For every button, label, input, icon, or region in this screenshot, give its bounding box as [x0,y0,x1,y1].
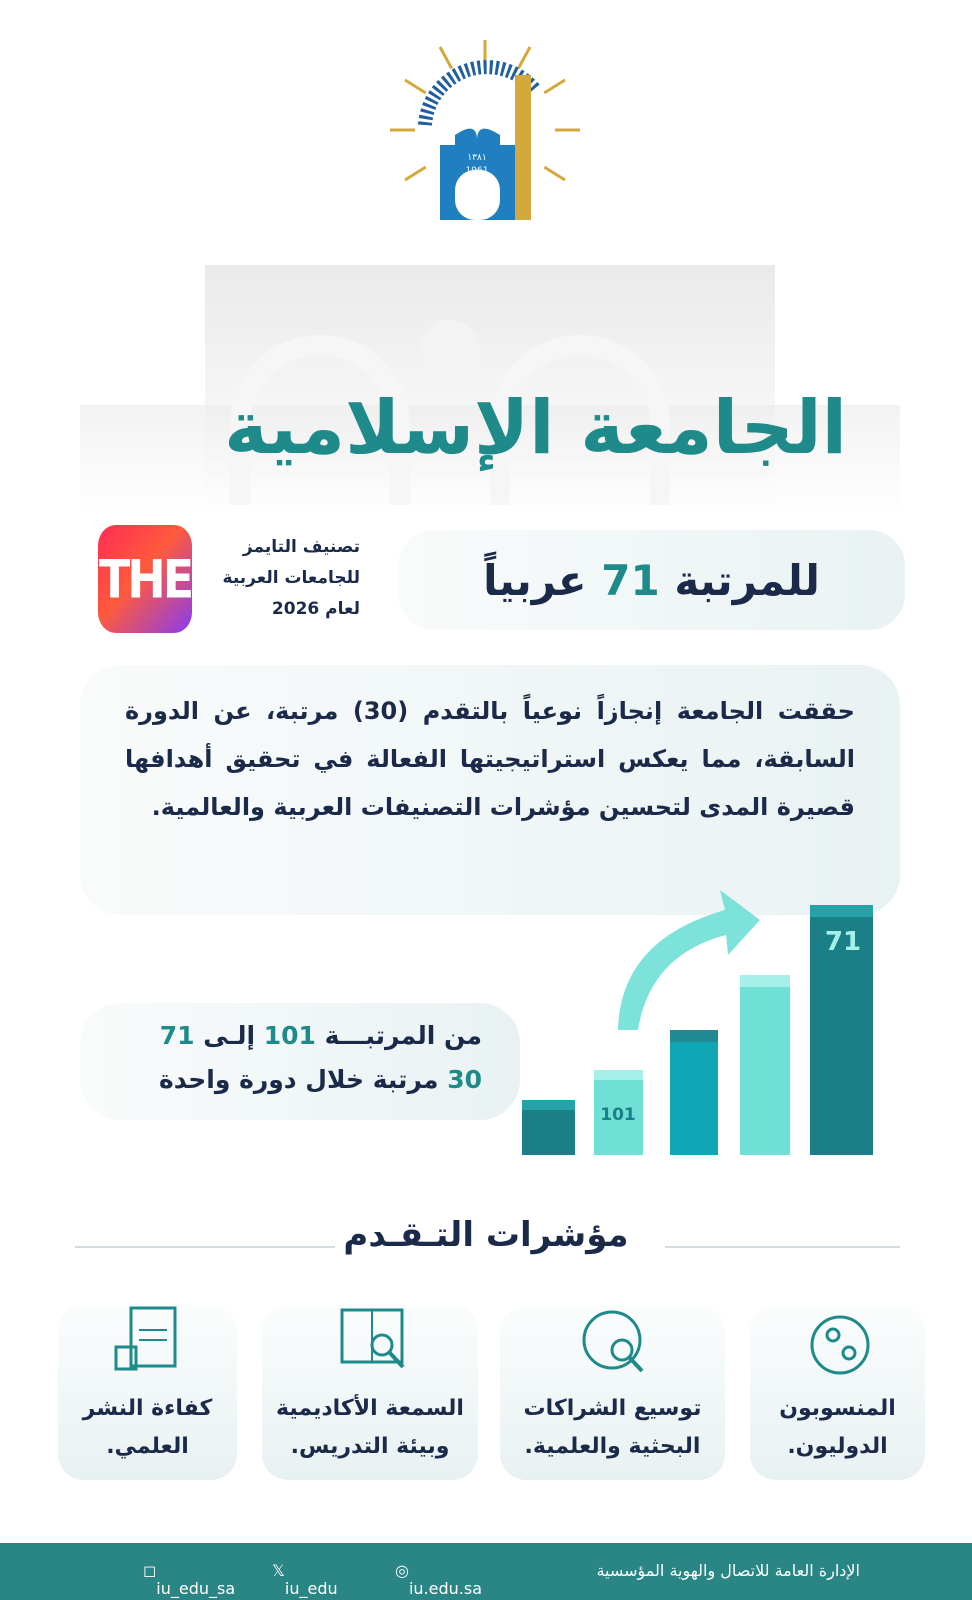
line: العلمي. [106,1434,189,1459]
indicator-text: السمعة الأكاديمية وبيئة التدريس. [262,1390,478,1466]
the-badge: THE [98,524,194,634]
source-line: للجامعات العربية [222,568,360,588]
line: توسيع الشراكات [523,1396,702,1421]
progress-line: 30 مرتبة خلال دورة واحدة [159,1065,482,1094]
progress-graphic: 101 71 [522,890,873,1155]
line: وبيئة التدريس. [290,1434,450,1459]
logo: ١٣٨١ 1961 [390,40,580,220]
building-background [80,265,900,515]
footer-instagram: ◻ iu_edu_sa [143,1561,236,1598]
ranking-source: تصنيف التايمز للجامعات العربية لعام 2026 [200,532,360,625]
logo-hijri: ١٣٨١ [467,153,486,163]
icon [582,1310,644,1373]
footer: الإدارة العامة للاتصال والهوية المؤسسية … [0,1543,972,1600]
text: من المرتبـــة [324,1021,482,1050]
icon [810,1315,870,1375]
ranking-number: 71 [601,555,660,605]
line: المنسوبون [779,1396,896,1421]
icon [114,1306,177,1371]
number: 101 [263,1021,316,1050]
indicator-text: كفاءة النشر العلمي. [58,1390,237,1466]
line: الدوليون. [787,1434,888,1459]
summary-box: حققت الجامعة إنجازاً نوعياً بالتقدم (30)… [80,665,900,915]
indicator-card: السمعة الأكاديمية وبيئة التدريس. [262,1305,478,1480]
indicator-text: توسيع الشراكات البحثية والعلمية. [500,1390,725,1466]
footer-x: 𝕏 iu_edu [272,1561,338,1598]
summary-text: حققت الجامعة إنجازاً نوعياً بالتقدم (30)… [125,697,855,821]
ranking-text: للمرتبة [674,555,820,605]
footer-website: ◎ iu.edu.sa [395,1561,483,1598]
text: إلـى [203,1021,256,1050]
ranking-text: عربياً [483,555,587,605]
line: البحثية والعلمية. [524,1434,701,1459]
bar-label: 101 [600,1105,636,1125]
section-title: مؤشرات التـقـدم [343,1215,629,1255]
indicator-card: المنسوبون الدوليون. [750,1305,925,1480]
bar-label: 71 [825,927,861,957]
link[interactable]: iu.edu.sa [408,1579,483,1598]
footer-department: الإدارة العامة للاتصال والهوية المؤسسية [596,1561,860,1580]
text: مرتبة خلال دورة واحدة [159,1065,439,1094]
source-line: تصنيف التايمز [242,537,360,557]
ranking-box: للمرتبة 71 عربياً [398,530,905,630]
title: الجامعة الإسلامية [224,385,847,471]
link[interactable]: iu_edu [284,1579,338,1598]
logo-year: 1961 [466,166,489,176]
line: كفاءة النشر [82,1396,213,1421]
line: السمعة الأكاديمية [276,1396,464,1421]
link[interactable]: iu_edu_sa [156,1579,236,1598]
indicator-text: المنسوبون الدوليون. [750,1390,925,1466]
indicator-card: كفاءة النشر العلمي. [58,1305,237,1480]
progress-line: من المرتبـــة 101 إلـى 71 [160,1021,482,1050]
source-line: لعام 2026 [271,599,360,619]
icon [340,1308,405,1369]
section-lines [75,1246,900,1248]
indicator-card: توسيع الشراكات البحثية والعلمية. [500,1305,725,1480]
number: 30 [447,1065,482,1094]
number: 71 [159,1021,195,1050]
progress-box: من المرتبـــة 101 إلـى 71 30 مرتبة خلال … [80,1003,520,1120]
